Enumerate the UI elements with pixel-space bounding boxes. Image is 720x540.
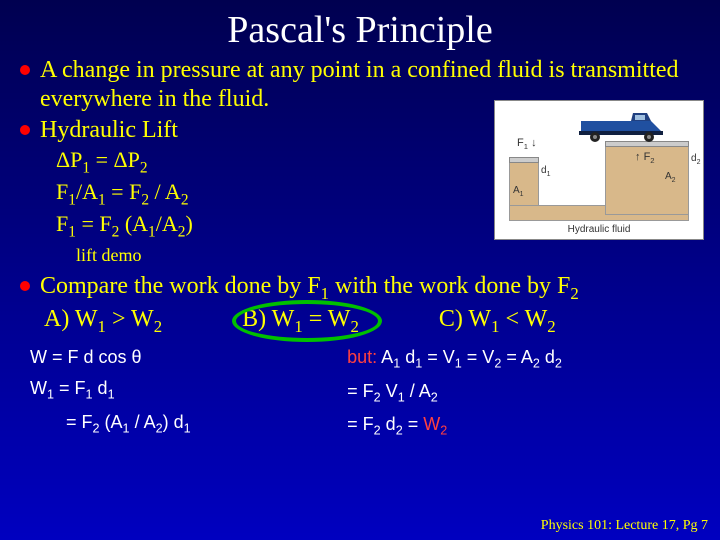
right-line-3: = F2 d2 = W2 [347, 414, 696, 438]
diagram-caption: Hydraulic fluid [495, 224, 703, 235]
label-a2: A2 [665, 171, 676, 184]
work-formula: W = F d cos θ [30, 347, 347, 368]
work-line-3: = F2 (A1 / A2) d1 [66, 412, 347, 436]
lift-demo-label: lift demo [76, 245, 700, 266]
page-title: Pascal's Principle [0, 0, 720, 52]
label-f2: ↑ F2 [635, 151, 655, 165]
work-derivation: W = F d cos θ W1 = F1 d1 = F2 (A1 / A2) … [20, 347, 700, 448]
piston-small [509, 157, 539, 163]
bullet-row: Compare the work done by F1 with the wor… [20, 272, 700, 304]
label-d2: d2 [691, 153, 700, 166]
answer-a: A) W1 > W2 [44, 306, 162, 337]
bullet-icon [20, 65, 30, 75]
label-d1: d1 [541, 165, 550, 178]
bullet-text-2: Hydraulic Lift [40, 116, 178, 145]
left-column: W = F d cos θ W1 = F1 d1 = F2 (A1 / A2) … [30, 347, 347, 448]
bullet-icon [20, 281, 30, 291]
right-column: but: A1 d1 = V1 = V2 = A2 d2 = F2 V1 / A… [347, 347, 696, 448]
label-a1: A1 [513, 185, 524, 198]
bullet-icon [20, 125, 30, 135]
page-footer: Physics 101: Lecture 17, Pg 7 [541, 518, 708, 534]
answer-row: A) W1 > W2 B) W1 = W2 C) W1 < W2 [44, 306, 700, 337]
circle-highlight [232, 300, 382, 342]
hydraulic-diagram: F1 ↓ ↑ F2 d1 d2 A1 A2 Hydraulic fluid [494, 100, 704, 240]
work-line-2: W1 = F1 d1 [30, 378, 347, 402]
right-line-2: = F2 V1 / A2 [347, 381, 696, 405]
answer-c: C) W1 < W2 [439, 306, 556, 337]
label-f1: F1 ↓ [517, 137, 537, 151]
truck-icon [575, 107, 685, 143]
but-line: but: A1 d1 = V1 = V2 = A2 d2 [347, 347, 696, 371]
answer-b: B) W1 = W2 [242, 306, 359, 337]
